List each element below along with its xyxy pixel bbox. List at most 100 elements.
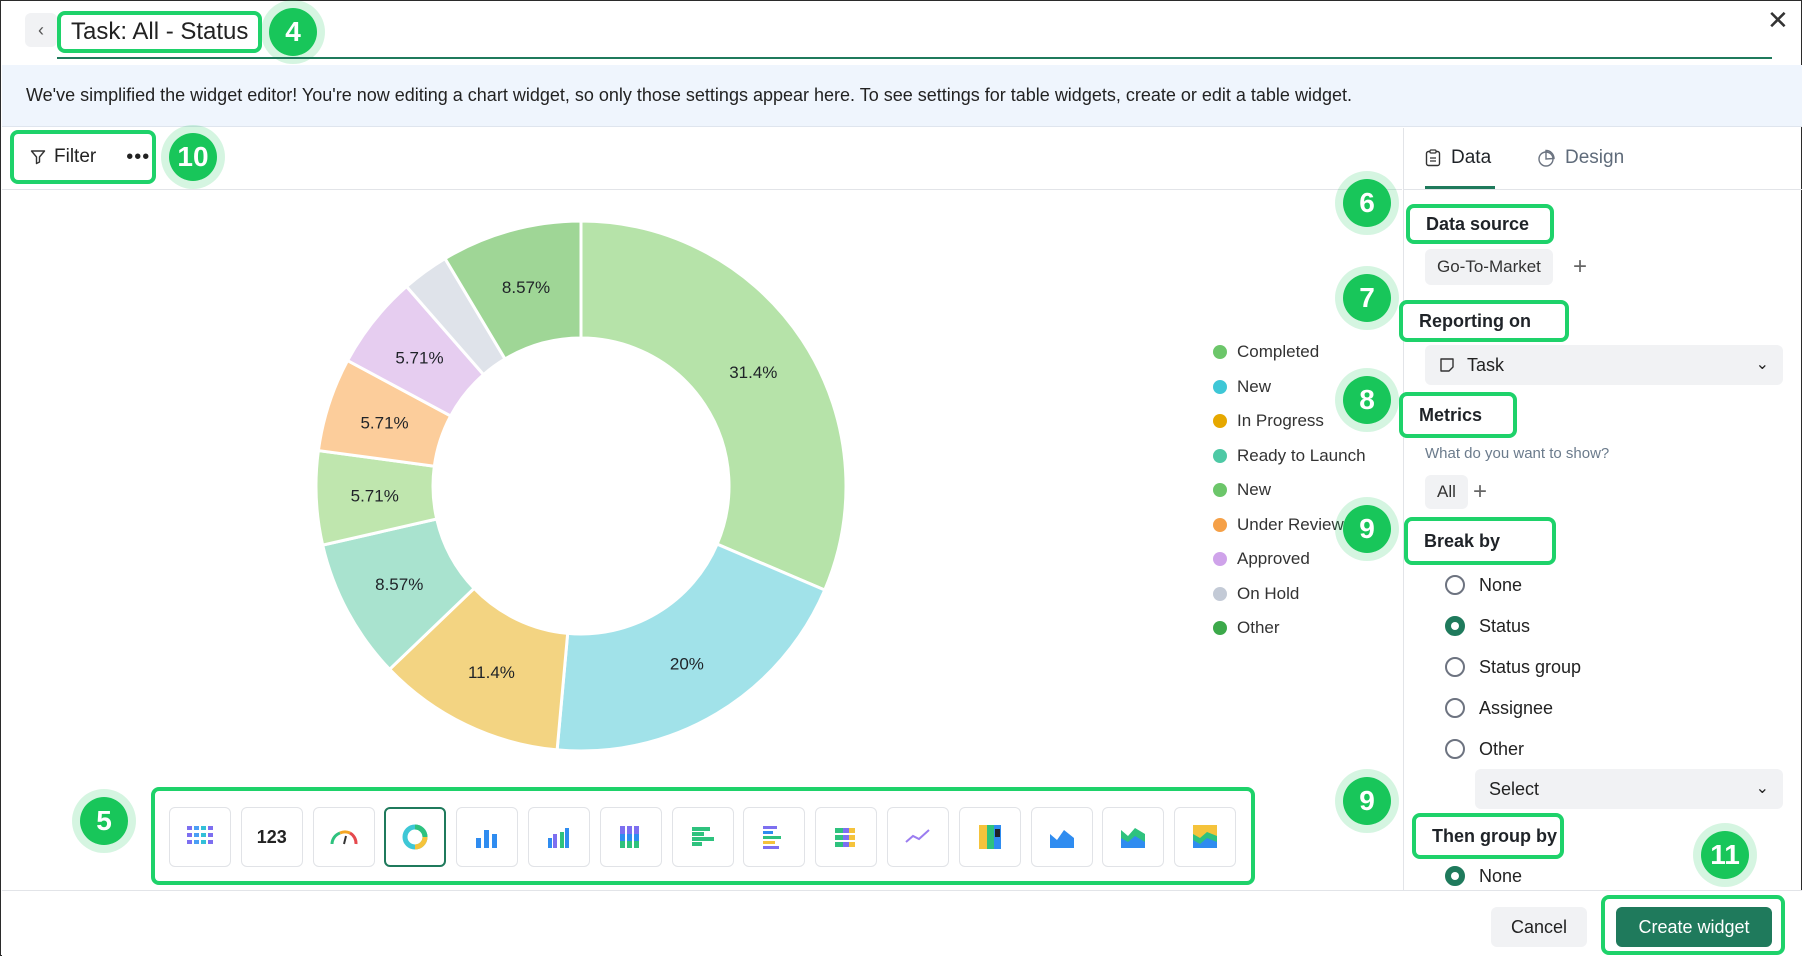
bar-chart-button[interactable] [456,807,519,867]
legend-item[interactable]: On Hold [1213,577,1403,612]
radio-option-label: Status group [1479,656,1582,677]
legend-label: New [1237,376,1272,396]
donut-chart-icon [402,824,428,850]
radio-unchecked-icon[interactable] [1445,739,1465,759]
slice-label: 11.4% [468,663,515,682]
legend-item[interactable]: New [1213,473,1403,508]
break-by-label-text: Break by [1424,530,1501,551]
reporting-on-select[interactable]: Task ⌄ [1425,345,1783,385]
radio-option-label: None [1479,865,1523,886]
metrics-pill[interactable]: All [1425,475,1468,509]
slice-label: 8.57% [502,278,550,297]
horizontal-bar-chart-icon [691,827,714,846]
back-button[interactable]: ‹ [25,13,57,47]
metrics-label-text: Metrics [1419,404,1483,425]
grouped-bar-chart-button[interactable] [528,807,590,867]
legend-swatch [1213,586,1227,601]
close-icon[interactable]: ✕ [1767,5,1789,35]
annotation-badge-5: 5 [80,797,128,845]
slice-label: 20% [670,654,704,673]
multi-area-chart-button[interactable] [1102,807,1165,867]
horizontal-grouped-bar-chart-button[interactable] [743,807,806,867]
data-source-label: Data source [1406,204,1554,244]
tab-design[interactable]: Design [1537,147,1624,169]
number-chart-button[interactable]: 123 [240,807,303,867]
widget-title[interactable]: Task: All - Status [57,11,263,53]
radio-option-label: Status [1479,615,1531,636]
horizontal-grouped-bar-chart-icon [763,826,782,849]
radio-option-label: Assignee [1479,697,1554,718]
legend-item[interactable]: Other [1213,611,1403,646]
donut-slice[interactable] [442,219,583,362]
cancel-button[interactable]: Cancel [1491,907,1587,947]
active-tab-indicator [1425,186,1495,189]
create-widget-button[interactable]: Create widget [1616,907,1772,947]
add-metric-icon[interactable]: + [1473,478,1488,505]
slice-label: 5.71% [351,486,399,505]
slice-label: 5.71% [395,348,443,367]
stacked-area-chart-icon [1193,825,1218,848]
donut-chart-button[interactable] [384,807,447,867]
radio-option[interactable]: Assignee [1445,693,1553,723]
annotation-badge-9b: 9 [1343,777,1391,825]
reporting-on-label-text: Reporting on [1419,310,1531,331]
data-source-pill[interactable]: Go-To-Market [1425,249,1553,285]
add-data-source-icon[interactable]: + [1573,253,1588,280]
radio-option[interactable]: Status group [1445,652,1581,682]
legend-item[interactable]: Under Review [1213,508,1403,543]
line-chart-button[interactable] [887,807,949,867]
donut-slice[interactable] [555,542,827,753]
annotation-badge-8: 8 [1343,376,1391,424]
horizontal-bar-chart-button[interactable] [671,807,734,867]
chart-toolbar [2,128,1402,190]
gauge-chart-icon [330,830,358,845]
bar-chart-icon [476,830,498,848]
radio-option[interactable]: Other [1445,734,1524,764]
panel-divider [1403,128,1404,890]
legend-label: On Hold [1237,583,1300,603]
chevron-left-icon: ‹ [38,19,44,40]
radio-option-label: None [1479,574,1523,595]
radio-checked-icon[interactable] [1445,866,1465,886]
annotation-badge-9: 9 [1343,505,1391,553]
tabs-divider [1404,189,1802,190]
legend-item[interactable]: Approved [1213,542,1403,577]
radio-option[interactable]: Status [1445,611,1530,641]
gauge-chart-button[interactable] [312,807,375,867]
table-chart-button[interactable] [169,807,231,867]
clipboard-icon [1425,149,1441,167]
stacked-bar-chart-icon [619,826,639,848]
legend-item[interactable]: New [1213,370,1403,405]
cancel-label: Cancel [1510,916,1568,937]
slice-label: 5.71% [360,413,408,432]
data-source-value: Go-To-Market [1437,257,1541,276]
legend-label: Completed [1237,342,1320,362]
radio-option[interactable]: None [1445,570,1522,600]
line-chart-icon [905,829,930,843]
annotation-badge-7: 7 [1343,274,1391,322]
chevron-down-icon: ⌄ [1755,780,1769,797]
radio-unchecked-icon[interactable] [1445,575,1465,595]
stacked-area-chart-button[interactable] [1174,807,1237,867]
chart-legend: Completed New In Progress Ready to Launch Ne… [1213,335,1403,646]
filter-button[interactable]: Filter ••• [10,130,156,184]
legend-item[interactable]: Completed [1213,335,1403,370]
legend-swatch [1213,552,1227,567]
tab-data[interactable]: Data [1425,147,1491,169]
donut-slice[interactable] [579,219,848,593]
stacked-bar-chart-button[interactable] [599,807,662,867]
annotation-badge-11: 11 [1701,831,1749,879]
radio-option[interactable]: None [1445,861,1522,891]
horizontal-stacked-bar-chart-button[interactable] [815,807,878,867]
radio-unchecked-icon[interactable] [1445,657,1465,677]
other-field-select[interactable]: Select ⌄ [1475,769,1783,809]
legend-item[interactable]: In Progress [1213,404,1403,439]
area-chart-button[interactable] [1030,807,1093,867]
table-chart-icon [187,826,213,844]
radio-unchecked-icon[interactable] [1445,698,1465,718]
legend-item[interactable]: Ready to Launch [1213,439,1403,474]
legend-swatch [1213,483,1227,498]
stacked-column-chart-button[interactable] [958,807,1021,867]
radio-checked-icon[interactable] [1445,616,1465,636]
more-options-icon[interactable]: ••• [126,145,151,168]
